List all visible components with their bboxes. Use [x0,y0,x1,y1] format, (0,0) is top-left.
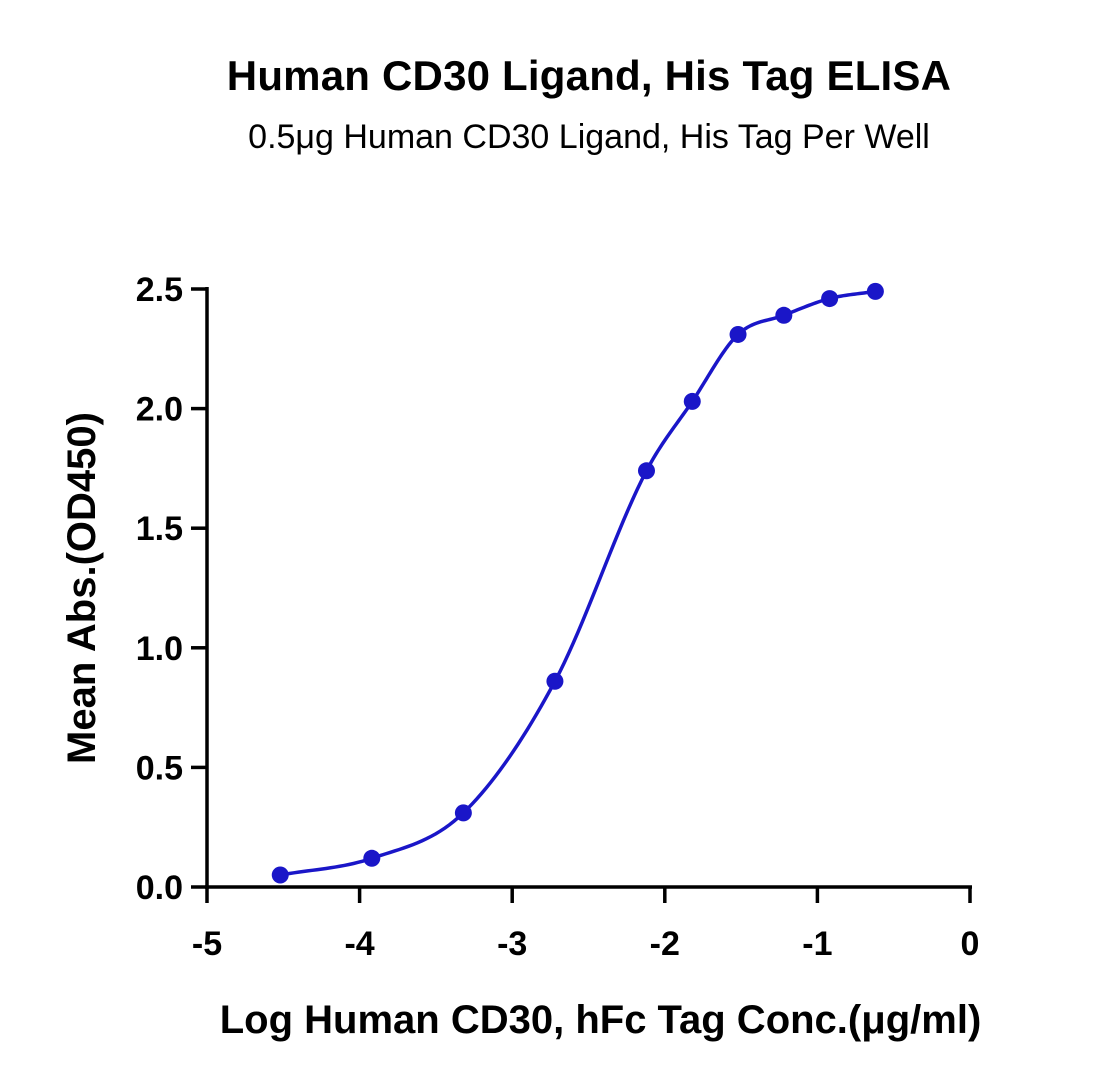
y-tick-label: 1.5 [136,510,183,548]
data-point [866,282,884,300]
fit-curve [279,289,876,877]
x-ticks: -5 -4 -3 -2 -1 0 [192,887,980,963]
chart-subtitle: 0.5μg Human CD30 Ligand, His Tag Per Wel… [248,118,930,156]
y-axis-label: Mean Abs.(OD450) [60,412,104,764]
x-tick-label: 0 [961,925,980,963]
data-point [637,462,655,480]
x-tick-label: -1 [802,925,832,963]
x-tick-label: -3 [497,925,527,963]
data-point [683,392,701,410]
data-point [821,290,839,308]
y-tick-label: 0.0 [136,869,183,907]
y-tick-label: 2.5 [136,271,183,309]
data-point [546,672,564,690]
y-tick-label: 1.0 [136,630,183,668]
data-point [363,849,381,867]
data-point [775,306,793,324]
y-ticks: 0.0 0.5 1.0 1.5 2.0 2.5 [136,271,207,907]
data-point [729,325,747,343]
data-point [454,804,472,822]
data-points [271,282,884,884]
x-tick-label: -2 [650,925,680,963]
y-tick-label: 2.0 [136,391,183,429]
x-axis-label: Log Human CD30, hFc Tag Conc.(μg/ml) [220,998,982,1042]
x-tick-label: -4 [344,925,374,963]
chart-title: Human CD30 Ligand, His Tag ELISA [226,52,952,99]
y-tick-label: 0.5 [136,749,183,787]
x-tick-label: -5 [192,925,222,963]
data-point [271,866,289,884]
